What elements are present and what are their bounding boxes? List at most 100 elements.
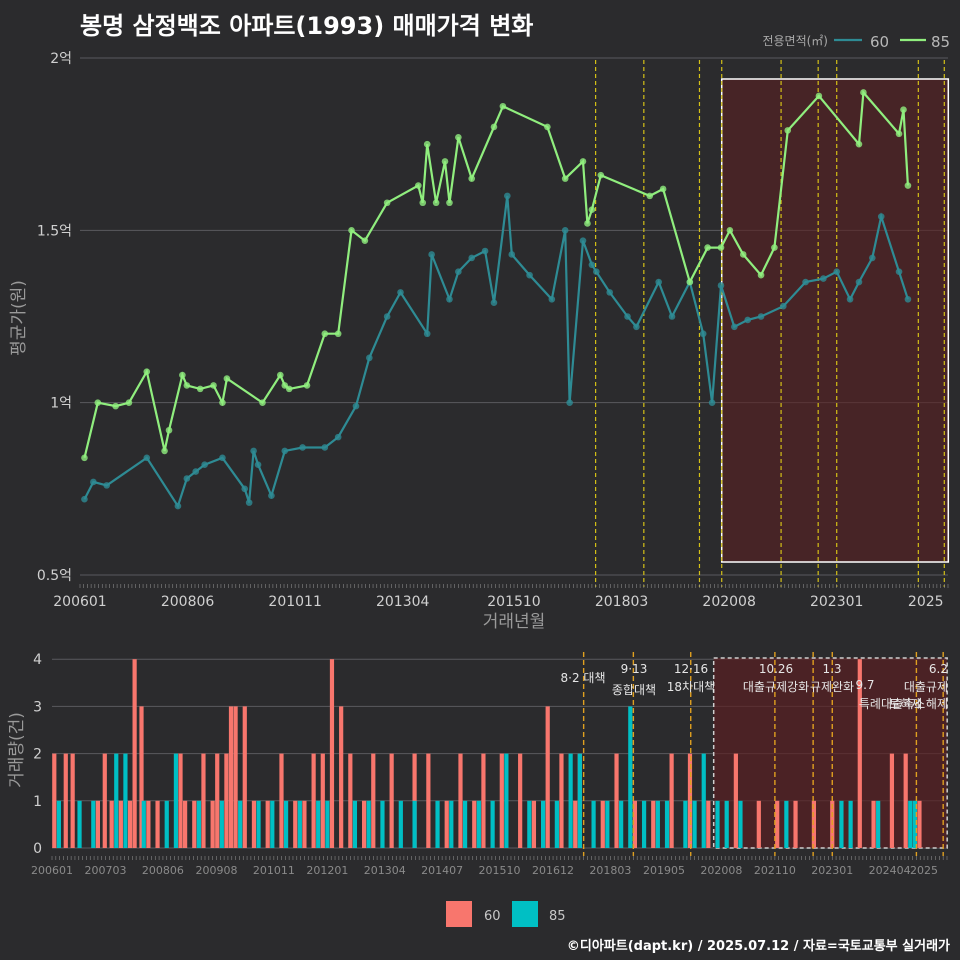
vol-bar-60 bbox=[614, 753, 619, 848]
data-point-60 bbox=[904, 295, 912, 303]
vol-bar-60 bbox=[127, 800, 133, 848]
data-point-60 bbox=[833, 268, 841, 275]
vol-bar-60 bbox=[215, 753, 220, 848]
vol-bar-60 bbox=[329, 659, 335, 848]
vol-bar-60 bbox=[63, 753, 68, 848]
data-point-85 bbox=[499, 102, 507, 110]
vol-bar-60 bbox=[339, 706, 344, 848]
data-point-60 bbox=[366, 354, 373, 362]
vol-bar-85 bbox=[270, 800, 275, 848]
vol-bar-85 bbox=[619, 800, 624, 848]
vol-x-tick-label: 200601 bbox=[31, 864, 73, 877]
vol-bar-60 bbox=[531, 800, 537, 848]
data-point-60 bbox=[606, 289, 614, 296]
data-point-60 bbox=[219, 454, 226, 462]
vol-bar-60 bbox=[228, 706, 234, 848]
vol-bar-60 bbox=[917, 800, 922, 848]
data-point-60 bbox=[334, 433, 342, 441]
data-point-85 bbox=[704, 244, 711, 251]
vol-bar-60 bbox=[362, 800, 367, 848]
vol-x-tick-label: 200703 bbox=[85, 864, 127, 877]
vol-bar-60 bbox=[192, 800, 197, 848]
legend-label-60: 60 bbox=[870, 33, 889, 51]
data-point-60 bbox=[245, 499, 253, 506]
vol-bar-60 bbox=[155, 800, 160, 848]
vol-bar-60 bbox=[775, 800, 780, 848]
vol-bar-60 bbox=[210, 800, 215, 848]
data-point-60 bbox=[455, 268, 462, 275]
vol-bar-60 bbox=[279, 753, 284, 848]
data-point-85 bbox=[383, 199, 391, 207]
vol-x-tick-label: 202008 bbox=[700, 864, 742, 877]
data-point-85 bbox=[361, 237, 369, 244]
data-point-60 bbox=[90, 478, 97, 486]
data-point-85 bbox=[285, 385, 293, 393]
data-point-60 bbox=[481, 247, 489, 255]
x-tick-label: 201803 bbox=[595, 594, 648, 610]
data-point-85 bbox=[895, 130, 903, 138]
data-point-85 bbox=[757, 271, 765, 279]
vol-bar-85 bbox=[173, 753, 179, 848]
data-point-60 bbox=[855, 278, 863, 286]
data-point-85 bbox=[414, 182, 422, 189]
y-tick-label: 1억 bbox=[50, 396, 72, 412]
vol-x-tick-label: 200908 bbox=[195, 864, 237, 877]
vol-bar-60 bbox=[183, 800, 188, 848]
vol-bar-85 bbox=[839, 800, 844, 848]
data-point-85 bbox=[432, 199, 440, 207]
vol-y-tick-label: 0 bbox=[33, 841, 42, 857]
data-point-60 bbox=[490, 299, 498, 307]
vol-bar-60 bbox=[706, 800, 711, 848]
vol-bar-60 bbox=[348, 753, 353, 848]
data-point-85 bbox=[179, 371, 186, 379]
data-point-85 bbox=[468, 175, 476, 182]
highlight-period-box bbox=[720, 78, 950, 563]
vol-bar-85 bbox=[908, 800, 913, 848]
data-point-60 bbox=[352, 402, 360, 410]
vol-bar-60 bbox=[242, 706, 247, 848]
policy-label-2a: 12·16 bbox=[674, 662, 708, 676]
data-point-85 bbox=[659, 185, 667, 193]
data-point-85 bbox=[219, 399, 226, 406]
vol-bar-60 bbox=[458, 753, 463, 848]
data-point-60 bbox=[423, 330, 431, 338]
vol-bar-85 bbox=[664, 800, 670, 848]
vol-bar-85 bbox=[352, 800, 358, 848]
vol-bar-85 bbox=[380, 800, 385, 848]
vol-bar-85 bbox=[784, 800, 789, 848]
policy-label-1a: 9·13 bbox=[621, 662, 648, 676]
vol-bar-85 bbox=[91, 800, 96, 848]
data-point-85 bbox=[860, 89, 867, 96]
policy-label-6a: 6.2 bbox=[929, 662, 948, 676]
data-point-60 bbox=[588, 261, 596, 269]
data-point-60 bbox=[548, 295, 556, 303]
vol-bar-85 bbox=[77, 800, 82, 848]
data-point-60 bbox=[428, 251, 435, 258]
data-point-85 bbox=[281, 382, 289, 389]
x-axis-title: 거래년월 bbox=[483, 612, 546, 632]
vol-bar-60 bbox=[371, 753, 376, 848]
legend-label-85: 85 bbox=[931, 33, 950, 51]
policy-label-4b: 규제완화 bbox=[810, 680, 854, 694]
data-point-60 bbox=[869, 254, 876, 262]
vol-bar-60 bbox=[102, 753, 107, 848]
data-point-60 bbox=[744, 316, 751, 324]
data-point-85 bbox=[597, 171, 605, 179]
vol-bar-85 bbox=[912, 800, 917, 848]
data-point-60 bbox=[624, 313, 631, 320]
vol-bar-60 bbox=[857, 659, 862, 848]
vol-bar-85 bbox=[476, 800, 481, 848]
data-point-85 bbox=[321, 330, 329, 338]
vol-bar-85 bbox=[541, 800, 546, 848]
data-point-85 bbox=[904, 182, 912, 189]
vol-bar-60 bbox=[518, 753, 523, 848]
vol-bar-60 bbox=[320, 753, 325, 848]
vol-bar-85 bbox=[724, 800, 729, 848]
vol-bar-60 bbox=[793, 800, 798, 848]
vol-bar-85 bbox=[123, 753, 128, 848]
vol-bar-85 bbox=[490, 800, 495, 848]
vol-bar-85 bbox=[366, 800, 371, 848]
data-point-85 bbox=[210, 382, 217, 389]
x-tick-label: 200601 bbox=[53, 594, 106, 610]
vol-bar-60 bbox=[132, 659, 137, 848]
